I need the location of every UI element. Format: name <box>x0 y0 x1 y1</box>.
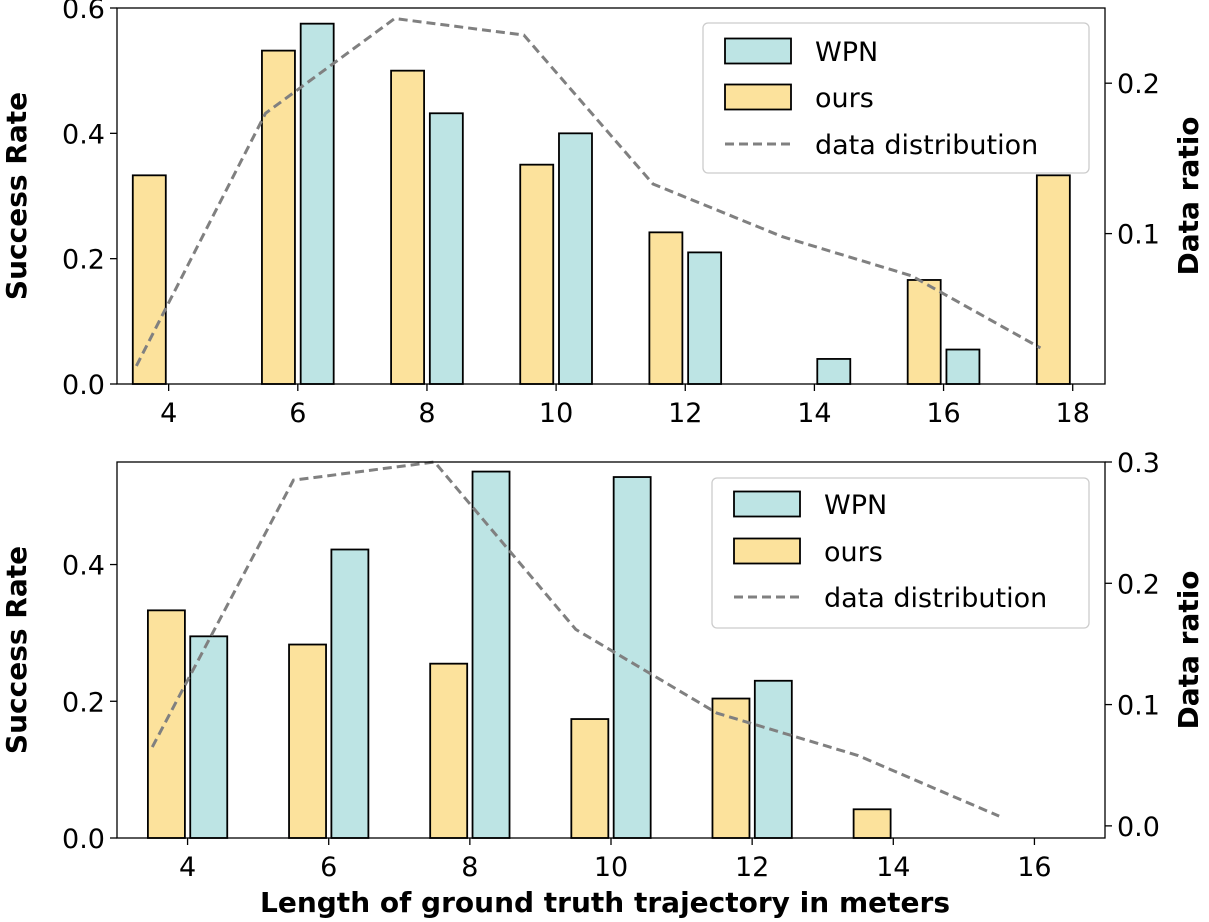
x-tick-label: 16 <box>1017 852 1051 883</box>
bar-wpn-3 <box>471 470 511 839</box>
bar-ours-1 <box>131 174 167 385</box>
y2-tick-label: 0.3 <box>1117 448 1160 479</box>
bar-wpn-2 <box>299 22 335 385</box>
bar-ours-6 <box>852 808 892 839</box>
x-tick-label: 12 <box>735 852 769 883</box>
chart-panel-2: 4 6 8 10 12 14 16 0.0 0.2 0.4 0.0 0.1 0.2 0.3 Success … <box>0 448 1205 883</box>
legend-swatch-wpn <box>724 37 792 65</box>
y-axis-title: Success Rate <box>0 92 33 300</box>
x-tick-label: 18 <box>1056 398 1090 429</box>
y-tick-label: 0.0 <box>62 824 105 855</box>
y2-tick-label: 0.1 <box>1117 220 1160 251</box>
bar-ours-1 <box>146 609 186 839</box>
bar-wpn-5 <box>687 251 723 385</box>
bar-ours-5 <box>711 697 751 839</box>
bar-ours-7 <box>906 279 942 385</box>
bar-wpn-6 <box>816 358 852 385</box>
x-tick-label: 8 <box>418 398 435 429</box>
x-tick-label: 14 <box>797 398 831 429</box>
bar-ours-4 <box>519 163 555 385</box>
bar-wpn-4 <box>558 132 593 385</box>
x-tick-label: 10 <box>594 852 628 883</box>
plot-frame <box>116 7 1106 385</box>
bar-ours-4 <box>570 718 610 839</box>
y-tick-label: 0.4 <box>62 119 105 150</box>
x-tick-label: 4 <box>179 852 196 883</box>
legend-label: data distribution <box>815 130 1038 161</box>
bar-wpn-7 <box>945 348 981 385</box>
data-distribution-line <box>135 16 1042 367</box>
legend-swatch-ours <box>724 83 792 111</box>
x-tick-label: 8 <box>461 852 478 883</box>
bar-wpn-1 <box>189 635 229 839</box>
bar-ours-2 <box>261 49 296 385</box>
legend: WPN ours data distribution <box>702 22 1090 174</box>
legend-swatch-wpn <box>733 490 801 518</box>
y-tick-label: 0.4 <box>62 551 105 582</box>
bar-ours-2 <box>288 643 327 839</box>
data-distribution-line <box>150 460 1000 818</box>
y2-tick-label: 0.2 <box>1117 69 1160 100</box>
legend: WPN ours data distribution <box>711 477 1090 629</box>
legend-swatch-ours <box>733 537 801 565</box>
bar-wpn-3 <box>428 112 464 385</box>
legend-label: WPN <box>824 490 887 521</box>
x-tick-label: 14 <box>876 852 910 883</box>
x-tick-label: 10 <box>539 398 573 429</box>
x-tick-label: 6 <box>289 398 306 429</box>
bar-wpn-5 <box>753 679 793 839</box>
y-tick-label: 0.0 <box>62 370 105 401</box>
bar-ours-5 <box>648 231 684 385</box>
legend-label: ours <box>824 537 883 568</box>
bar-ours-3 <box>390 69 425 385</box>
y-tick-label: 0.2 <box>62 687 105 718</box>
y2-axis-title: Data ratio <box>1172 116 1205 275</box>
x-tick-label: 4 <box>160 398 177 429</box>
bar-wpn-4 <box>612 476 652 839</box>
x-tick-label: 6 <box>320 852 337 883</box>
y-tick-label: 0.2 <box>62 245 105 276</box>
legend-box <box>711 477 1090 629</box>
legend-label: ours <box>815 83 874 114</box>
y2-tick-label: 0.2 <box>1117 569 1160 600</box>
x-tick-label: 12 <box>668 398 702 429</box>
y2-tick-label: 0.0 <box>1117 812 1160 843</box>
chart-panel-1: 4 6 8 10 12 14 16 18 0.0 0.2 0.4 0.6 0.1 0.2 Success R… <box>0 0 1205 429</box>
legend-box <box>702 22 1090 174</box>
legend-label: data distribution <box>824 583 1047 614</box>
bar-wpn-2 <box>330 548 370 839</box>
bar-ours-8 <box>1035 174 1071 385</box>
bar-ours-3 <box>429 662 469 839</box>
x-axis-title: Length of ground truth trajectory in met… <box>260 886 950 919</box>
y-tick-label: 0.6 <box>62 0 105 25</box>
legend-label: WPN <box>815 37 878 68</box>
y2-tick-label: 0.1 <box>1117 691 1160 722</box>
y-axis-title: Success Rate <box>0 546 33 754</box>
y2-axis-title: Data ratio <box>1172 570 1205 729</box>
x-tick-label: 16 <box>926 398 960 429</box>
